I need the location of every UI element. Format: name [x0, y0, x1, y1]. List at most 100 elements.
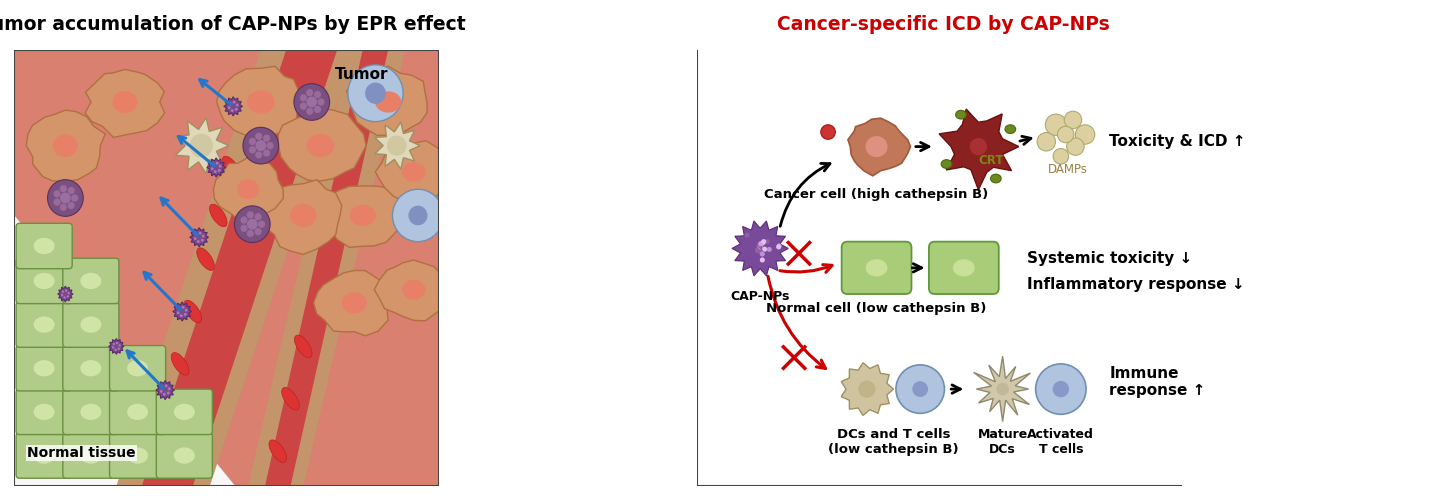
Ellipse shape: [174, 404, 194, 420]
Text: Toxicity & ICD ↑: Toxicity & ICD ↑: [1109, 134, 1246, 149]
Text: Normal cell (low cathepsin B): Normal cell (low cathepsin B): [766, 302, 986, 315]
FancyBboxPatch shape: [16, 433, 72, 478]
FancyBboxPatch shape: [63, 302, 120, 347]
Circle shape: [307, 89, 314, 96]
Ellipse shape: [991, 174, 1001, 183]
Circle shape: [228, 106, 230, 109]
Ellipse shape: [238, 180, 259, 199]
Circle shape: [765, 239, 770, 244]
Ellipse shape: [865, 259, 887, 276]
FancyBboxPatch shape: [63, 389, 120, 434]
Circle shape: [161, 386, 164, 388]
Circle shape: [776, 245, 780, 249]
Ellipse shape: [409, 206, 428, 225]
Circle shape: [71, 194, 78, 202]
Circle shape: [63, 296, 66, 299]
Ellipse shape: [248, 90, 275, 114]
Circle shape: [240, 216, 248, 224]
FancyBboxPatch shape: [63, 433, 120, 478]
Ellipse shape: [374, 91, 402, 113]
Circle shape: [168, 387, 170, 390]
Circle shape: [1067, 138, 1084, 155]
Ellipse shape: [127, 404, 148, 420]
Circle shape: [314, 91, 321, 98]
Ellipse shape: [171, 353, 189, 375]
Polygon shape: [259, 180, 341, 254]
Text: DCs and T cells
(low cathepsin B): DCs and T cells (low cathepsin B): [828, 428, 959, 456]
Circle shape: [759, 241, 763, 246]
Ellipse shape: [282, 387, 300, 410]
Ellipse shape: [294, 335, 312, 358]
FancyBboxPatch shape: [63, 346, 120, 391]
FancyBboxPatch shape: [16, 302, 72, 347]
Circle shape: [60, 192, 71, 203]
Circle shape: [190, 134, 213, 158]
FancyBboxPatch shape: [929, 242, 999, 294]
Circle shape: [53, 198, 60, 206]
Polygon shape: [347, 66, 428, 135]
Text: Immune
response ↑: Immune response ↑: [1109, 366, 1205, 398]
Circle shape: [233, 101, 236, 104]
Ellipse shape: [341, 292, 367, 313]
Ellipse shape: [158, 405, 176, 428]
Ellipse shape: [81, 447, 101, 464]
Polygon shape: [939, 109, 1018, 190]
Ellipse shape: [402, 280, 425, 300]
Circle shape: [756, 248, 760, 253]
Circle shape: [317, 98, 324, 106]
Text: Activated
T cells: Activated T cells: [1027, 428, 1094, 456]
Circle shape: [246, 230, 253, 237]
Polygon shape: [85, 69, 164, 137]
Circle shape: [307, 108, 314, 115]
FancyBboxPatch shape: [16, 346, 72, 391]
Ellipse shape: [33, 273, 55, 289]
Circle shape: [230, 109, 233, 112]
Ellipse shape: [174, 447, 194, 464]
Polygon shape: [841, 363, 894, 416]
Polygon shape: [374, 122, 420, 169]
Ellipse shape: [209, 204, 228, 227]
Ellipse shape: [402, 162, 425, 182]
Ellipse shape: [307, 134, 334, 157]
Ellipse shape: [956, 110, 966, 119]
Circle shape: [199, 232, 202, 235]
Circle shape: [1064, 111, 1081, 128]
Polygon shape: [108, 339, 124, 354]
Ellipse shape: [33, 360, 55, 376]
Ellipse shape: [235, 108, 252, 131]
Circle shape: [235, 108, 238, 111]
Ellipse shape: [81, 273, 101, 289]
Ellipse shape: [81, 404, 101, 420]
Circle shape: [240, 225, 248, 232]
Circle shape: [255, 132, 262, 140]
Ellipse shape: [222, 156, 240, 179]
FancyBboxPatch shape: [841, 242, 912, 294]
Circle shape: [755, 248, 760, 253]
Circle shape: [164, 384, 167, 387]
Polygon shape: [207, 158, 226, 177]
Circle shape: [194, 233, 197, 236]
Circle shape: [255, 213, 262, 220]
Ellipse shape: [858, 380, 876, 398]
Circle shape: [114, 349, 117, 351]
Ellipse shape: [269, 440, 287, 462]
Polygon shape: [732, 221, 788, 276]
Polygon shape: [58, 286, 73, 302]
FancyBboxPatch shape: [16, 223, 72, 269]
Circle shape: [60, 294, 63, 296]
Ellipse shape: [145, 448, 163, 471]
Polygon shape: [278, 109, 366, 181]
Circle shape: [210, 167, 213, 170]
Polygon shape: [223, 97, 242, 116]
Text: Inflammatory response ↓: Inflammatory response ↓: [1027, 277, 1244, 292]
Text: Cancer-specific ICD by CAP-NPs: Cancer-specific ICD by CAP-NPs: [776, 15, 1110, 34]
Ellipse shape: [33, 447, 55, 464]
Circle shape: [243, 127, 278, 164]
Ellipse shape: [366, 83, 386, 104]
Text: Mature
DCs: Mature DCs: [978, 428, 1028, 456]
Circle shape: [217, 169, 220, 172]
Circle shape: [200, 239, 203, 242]
FancyBboxPatch shape: [16, 389, 72, 434]
Circle shape: [215, 170, 216, 173]
Circle shape: [766, 247, 772, 252]
